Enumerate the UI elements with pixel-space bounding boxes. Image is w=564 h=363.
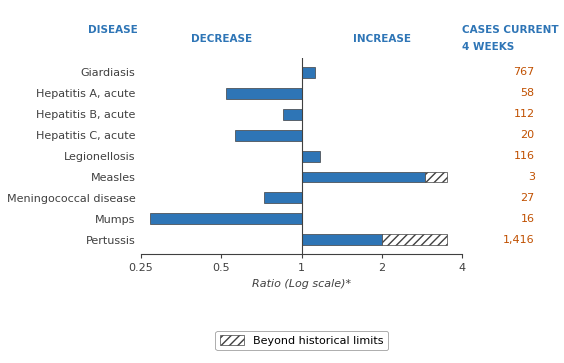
Text: INCREASE: INCREASE [353,34,411,44]
Legend: Beyond historical limits: Beyond historical limits [215,331,388,350]
Text: 20: 20 [521,130,535,140]
Text: 58: 58 [521,88,535,98]
Bar [382,234,447,245]
Bar [263,192,302,203]
Bar [235,130,302,140]
Text: 112: 112 [514,109,535,119]
Text: 116: 116 [514,151,535,161]
Text: 4 WEEKS: 4 WEEKS [462,42,515,52]
Bar [302,172,425,183]
Bar [150,213,302,224]
Bar [302,151,320,162]
Bar [283,109,302,120]
Text: 27: 27 [521,193,535,203]
Text: 3: 3 [528,172,535,182]
Text: CASES CURRENT: CASES CURRENT [462,25,559,34]
Bar [302,67,315,78]
Text: 767: 767 [513,68,535,77]
Bar [302,234,382,245]
X-axis label: Ratio (Log scale)*: Ratio (Log scale)* [252,279,351,289]
Bar [425,172,447,183]
Text: DISEASE: DISEASE [88,25,138,34]
Text: 1,416: 1,416 [503,235,535,245]
Text: 16: 16 [521,214,535,224]
Bar [226,88,302,99]
Text: DECREASE: DECREASE [191,34,252,44]
